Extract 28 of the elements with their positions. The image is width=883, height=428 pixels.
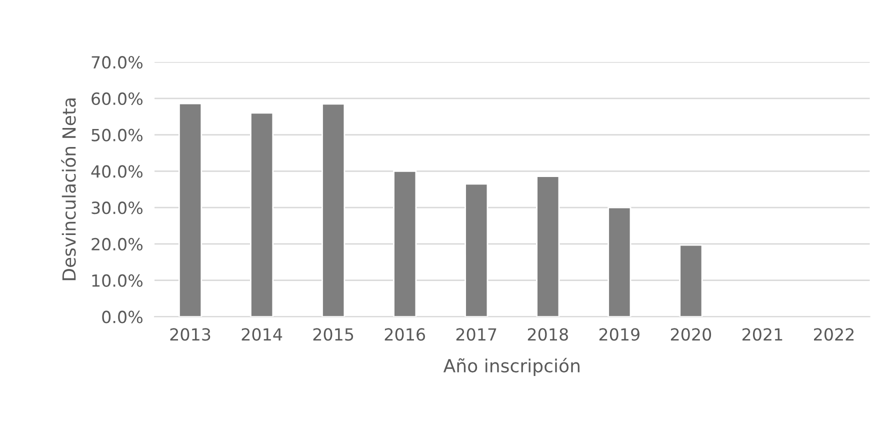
x-tick-label: 2013 (170, 328, 210, 341)
x-tick-label: 2014 (242, 328, 282, 341)
bar (464, 183, 488, 317)
x-tick-label: 2021 (742, 328, 782, 341)
bar (178, 102, 202, 317)
x-tick-label: 2018 (528, 328, 568, 341)
bar (393, 170, 417, 317)
bar (536, 176, 560, 317)
y-tick-label: 40.0% (91, 165, 142, 178)
y-tick-label: 50.0% (92, 128, 142, 142)
bar (679, 244, 703, 317)
y-tick-label: 60.0% (92, 92, 142, 106)
y-tick-label: 0.0% (102, 310, 142, 324)
x-tick-label: 2017 (456, 328, 496, 341)
x-tick-label: 2015 (313, 328, 354, 341)
bar (322, 103, 346, 317)
x-tick-label: 2019 (599, 328, 640, 341)
x-axis-title: Año inscripción (443, 358, 580, 376)
y-axis-title: Desvinculación Neta (61, 98, 76, 280)
x-tick-label: 2016 (384, 328, 426, 341)
y-tick-label: 70.0% (92, 56, 142, 69)
x-tick-label: 2022 (814, 328, 854, 341)
bar (608, 206, 632, 317)
y-tick-label: 20.0% (92, 238, 142, 251)
y-tick-label: 10.0% (92, 274, 142, 287)
y-tick-label: 30.0% (92, 202, 142, 214)
bar (250, 112, 274, 317)
x-tick-label: 2020 (670, 328, 712, 341)
